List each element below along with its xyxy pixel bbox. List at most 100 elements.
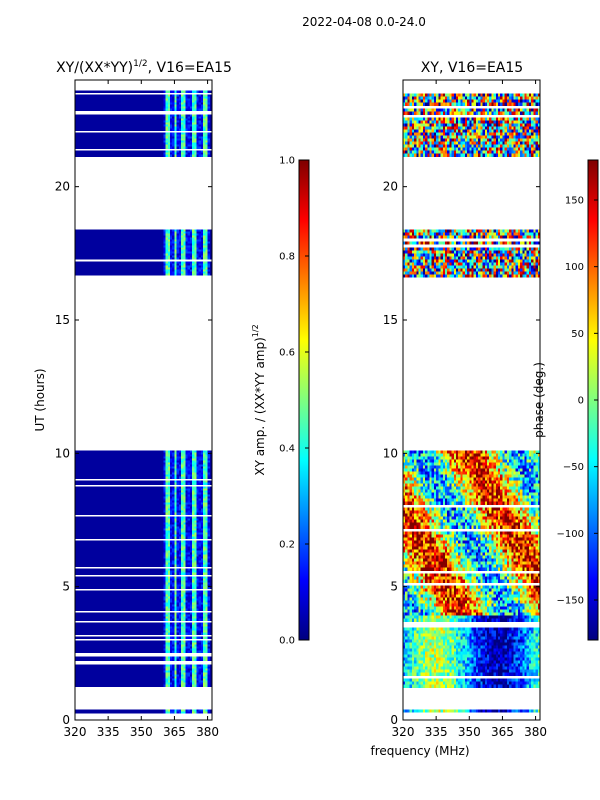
amp-cell [112, 472, 116, 475]
amp-cell [152, 466, 155, 469]
amp-cell [99, 544, 102, 547]
amp-cell [152, 454, 155, 457]
amp-cell [112, 554, 116, 557]
amp-cell [130, 506, 133, 509]
amp-cell [143, 512, 147, 515]
amp-cell [75, 466, 78, 469]
amp-cell [121, 490, 125, 493]
amp-cell [101, 540, 105, 543]
amp-cell [88, 502, 91, 505]
amp-cell [196, 496, 200, 499]
amp-cell [130, 502, 133, 505]
amp-cell [119, 530, 122, 533]
amp-cell [136, 550, 140, 553]
amp-cell [165, 460, 169, 463]
amp-cell [196, 506, 200, 509]
amp-cell [123, 488, 127, 491]
amp-cell [209, 458, 213, 461]
amp-cell [101, 546, 105, 549]
amp-cell [75, 506, 78, 509]
amp-cell [207, 550, 211, 553]
amp-cell [105, 560, 109, 563]
amp-cell [152, 488, 155, 491]
amp-cell [110, 518, 113, 521]
amp-cell [90, 476, 94, 479]
amp-cell [123, 510, 127, 513]
amp-cell [200, 512, 204, 515]
amp-cell [83, 494, 87, 497]
amp-cell [112, 546, 116, 549]
amp-cell [94, 452, 98, 455]
amp-cell [77, 516, 80, 519]
amp-cell [152, 711, 155, 714]
amp-cell [114, 482, 118, 485]
amp-cell [189, 466, 193, 469]
amp-cell [192, 472, 195, 475]
amp-cell [189, 711, 193, 714]
amp-cell [119, 476, 122, 479]
amp-cell [192, 536, 195, 539]
amp-cell [145, 490, 149, 493]
amp-cell [203, 472, 206, 475]
amp-cell [145, 488, 149, 491]
amp-cell [150, 542, 153, 545]
amp-cell [176, 498, 180, 501]
amp-cell [83, 586, 87, 589]
amp-cell [203, 486, 206, 489]
amp-cell [174, 500, 178, 503]
amp-cell [121, 464, 125, 467]
amp-cell [81, 548, 85, 551]
amp-cell [108, 500, 111, 503]
amp-cell [132, 578, 136, 581]
amp-cell [174, 464, 178, 467]
amp-cell [121, 508, 125, 511]
amp-cell [125, 500, 129, 503]
amp-cell [196, 540, 200, 543]
amp-cell [94, 534, 98, 537]
amp-cell [189, 584, 193, 587]
amp-cell [192, 464, 195, 467]
amp-cell [116, 460, 120, 463]
amp-cell [189, 456, 193, 459]
amp-cell [88, 500, 91, 503]
amp-cell [143, 460, 147, 463]
amp-cell [161, 510, 164, 513]
amp-cell [139, 586, 142, 589]
amp-cell [130, 582, 133, 585]
amp-cell [189, 572, 193, 575]
amp-cell [152, 562, 155, 565]
amp-cell [86, 474, 89, 477]
amp-cell [112, 540, 116, 543]
amp-cell [90, 540, 94, 543]
amp-cell [83, 520, 87, 523]
amp-cell [200, 462, 204, 465]
amp-cell [114, 456, 118, 459]
amp-cell [143, 450, 147, 453]
amp-cell [196, 544, 200, 547]
amp-cell [187, 576, 191, 579]
amp-cell [178, 456, 182, 459]
amp-cell [207, 576, 211, 579]
amp-cell [79, 532, 83, 535]
amp-cell [183, 502, 186, 505]
amp-cell [79, 510, 83, 513]
amp-cell [121, 552, 125, 555]
amp-cell [145, 564, 149, 567]
amp-cell [167, 564, 171, 567]
amp-cell [130, 711, 133, 714]
amp-cell [181, 534, 184, 537]
amp-cell [130, 568, 133, 571]
amp-cell [194, 582, 197, 585]
amp-cell [77, 520, 80, 523]
amp-cell [200, 534, 204, 537]
amp-cell [101, 508, 105, 511]
amp-cell [200, 506, 204, 509]
amp-cell [192, 580, 195, 583]
amp-cell [154, 460, 158, 463]
amp-cell [185, 520, 189, 523]
amp-cell [86, 476, 89, 479]
amp-cell [158, 456, 162, 459]
amp-cell [79, 492, 83, 495]
amp-cell [141, 530, 144, 533]
amp-cell [189, 542, 193, 545]
